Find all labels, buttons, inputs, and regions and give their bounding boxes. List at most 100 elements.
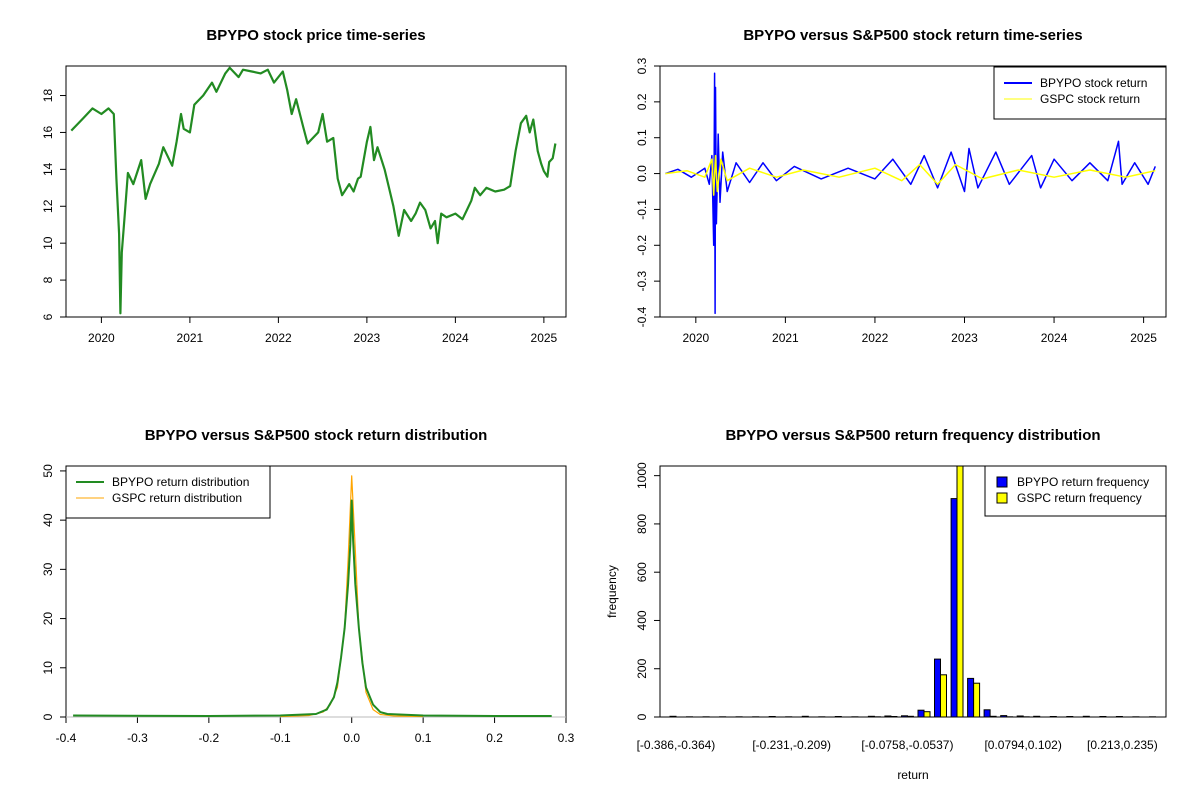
legend-label: BPYPO stock return [1040, 76, 1147, 90]
x-tick-label: 2022 [862, 331, 889, 345]
chart-title: BPYPO versus S&P500 stock return distrib… [145, 427, 488, 444]
y-tick-label: 0.1 [635, 129, 649, 146]
legend-label: BPYPO return distribution [112, 475, 249, 489]
bar-bpypo-8 [801, 715, 809, 718]
bar-bpypo-17 [950, 498, 958, 718]
x-tick-label: [0.213,0.235) [1087, 738, 1158, 752]
x-tick-label: [-0.0758,-0.0537) [861, 738, 953, 752]
legend-label: GSPC stock return [1040, 92, 1140, 106]
y-tick-label: 18 [41, 89, 55, 103]
y-tick-label: 0.0 [635, 165, 649, 182]
bar-gspc-15 [923, 711, 931, 718]
y-tick-label: 16 [41, 125, 55, 139]
bar-bpypo-27 [1115, 716, 1123, 718]
y-tick-label: 800 [635, 514, 649, 534]
plot-frame [65, 65, 567, 318]
y-tick-label: 200 [635, 658, 649, 678]
x-tick-label: 0.2 [486, 731, 503, 745]
panel-histogram: BPYPO versus S&P500 return frequency dis… [605, 427, 1167, 782]
y-tick-label: -0.1 [635, 199, 649, 220]
x-tick-label: 2024 [1041, 331, 1068, 345]
bar-bpypo-26 [1099, 716, 1107, 718]
y-tick-label: 40 [41, 513, 55, 527]
x-tick-label: 2020 [682, 331, 709, 345]
y-tick-label: -0.2 [635, 235, 649, 256]
bar-gspc-14 [906, 715, 914, 718]
panel-price: BPYPO stock price time-series 2020 2021 202… [41, 27, 567, 345]
y-axis-label: frequency [605, 565, 619, 618]
y-tick-label: 12 [41, 199, 55, 213]
bar-bpypo-24 [1066, 716, 1074, 718]
bar-bpypo-19 [983, 709, 991, 718]
bar-bpypo-14 [901, 715, 908, 718]
x-tick-label: -0.4 [56, 731, 77, 745]
x-tick-label: 2020 [88, 331, 115, 345]
bar-bpypo-13 [884, 715, 892, 718]
x-tick-label: -0.1 [270, 731, 291, 745]
bars-group [669, 466, 1156, 718]
bar-gspc-19 [989, 715, 997, 718]
panel-returns: BPYPO versus S&P500 stock return time-se… [635, 27, 1167, 345]
bar-bpypo-23 [1049, 716, 1057, 718]
price-series-line [70, 66, 557, 315]
legend-label: GSPC return distribution [112, 491, 242, 505]
y-tick-label: 30 [41, 562, 55, 576]
y-tick-label: 10 [41, 236, 55, 250]
bar-gspc-16 [940, 674, 947, 718]
bar-bpypo-15 [917, 709, 925, 718]
y-tick-label: 50 [41, 464, 55, 478]
x-tick-label: 2022 [265, 331, 292, 345]
bar-bpypo-10 [834, 716, 842, 718]
chart-title: BPYPO stock price time-series [206, 27, 425, 44]
x-tick-label: 2023 [951, 331, 978, 345]
x-tick-label: 0.1 [415, 731, 432, 745]
x-tick-label: -0.3 [127, 731, 148, 745]
bar-bpypo-0 [669, 715, 677, 718]
y-tick-label: 1000 [635, 462, 649, 489]
y-tick-label: 400 [635, 610, 649, 630]
y-tick-label: 6 [41, 313, 55, 320]
y-tick-label: 8 [41, 276, 55, 283]
x-axis-label: return [897, 768, 928, 782]
gspc-return-line [665, 154, 1156, 196]
bar-bpypo-20 [1000, 715, 1008, 718]
legend-box [65, 465, 271, 519]
x-tick-label: 0.0 [343, 731, 360, 745]
bpypo-density-line [73, 499, 552, 717]
bar-bpypo-25 [1082, 715, 1090, 718]
series-group [70, 66, 557, 315]
y-tick-label: 0.3 [635, 57, 649, 74]
x-tick-label: [-0.231,-0.209) [752, 738, 831, 752]
bar-gspc-18 [973, 682, 981, 718]
legend-label: GSPC return frequency [1017, 491, 1142, 505]
bar-bpypo-18 [967, 677, 975, 718]
legend-label: BPYPO return frequency [1017, 475, 1149, 489]
x-tick-label: 2021 [772, 331, 799, 345]
bar-bpypo-22 [1033, 715, 1041, 718]
y-tick-label: 600 [635, 562, 649, 582]
y-tick-label: 0.2 [635, 93, 649, 110]
x-tick-label: 2025 [531, 331, 558, 345]
y-tick-label: 14 [41, 162, 55, 176]
legend-box [993, 66, 1167, 120]
legend-box [984, 465, 1167, 517]
panel-density: BPYPO versus S&P500 stock return distrib… [41, 427, 575, 745]
chart-title: BPYPO versus S&P500 stock return time-se… [743, 27, 1082, 44]
x-tick-label: 2024 [442, 331, 469, 345]
y-tick-label: 0 [41, 713, 55, 720]
y-tick-label: -0.4 [635, 306, 649, 327]
x-tick-label: 2021 [177, 331, 204, 345]
series-group [665, 72, 1156, 315]
y-tick-label: -0.3 [635, 270, 649, 291]
x-tick-label: [-0.386,-0.364) [637, 738, 716, 752]
plot-frame [659, 65, 1167, 318]
bar-gspc-13 [890, 716, 898, 718]
legend-swatch-1 [996, 492, 1008, 504]
bar-bpypo-16 [934, 658, 941, 718]
x-tick-label: 2023 [354, 331, 381, 345]
x-tick-label: -0.2 [199, 731, 220, 745]
x-tick-label: 2025 [1130, 331, 1157, 345]
y-tick-label: 10 [41, 661, 55, 675]
x-tick-label: [0.0794,0.102) [984, 738, 1061, 752]
